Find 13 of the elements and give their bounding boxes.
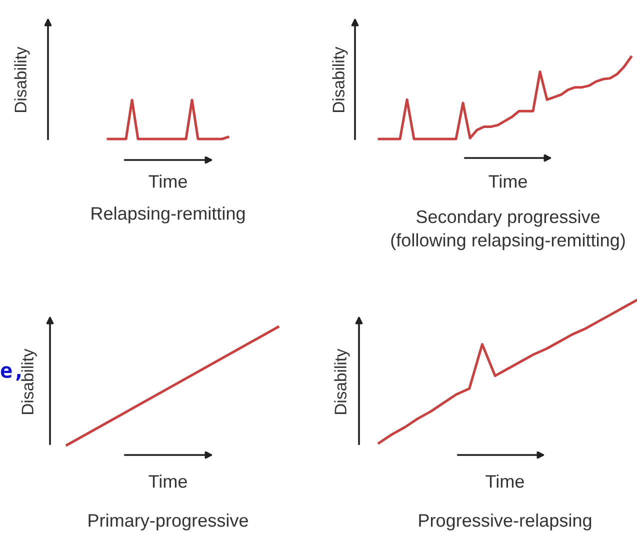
x-axis-title: Time [486, 474, 524, 488]
annotation: e, [0, 366, 20, 381]
x-axis-title: Time [148, 474, 187, 488]
x-axis-title: Time [148, 174, 187, 188]
text: Progressive-relapsing [419, 514, 592, 530]
text: Primary-progressive [88, 514, 248, 530]
y-axis-title: Disability [14, 46, 30, 112]
y-axis-title: Disability [332, 46, 348, 112]
y-axis-title: Disability [334, 348, 350, 414]
y-axis-title: Disability [21, 348, 37, 414]
x-axis-title: Time [488, 174, 527, 188]
text: Relapsing-remitting [92, 206, 245, 224]
text: Secondary progressive (following relapsing-remitting) [391, 210, 625, 250]
